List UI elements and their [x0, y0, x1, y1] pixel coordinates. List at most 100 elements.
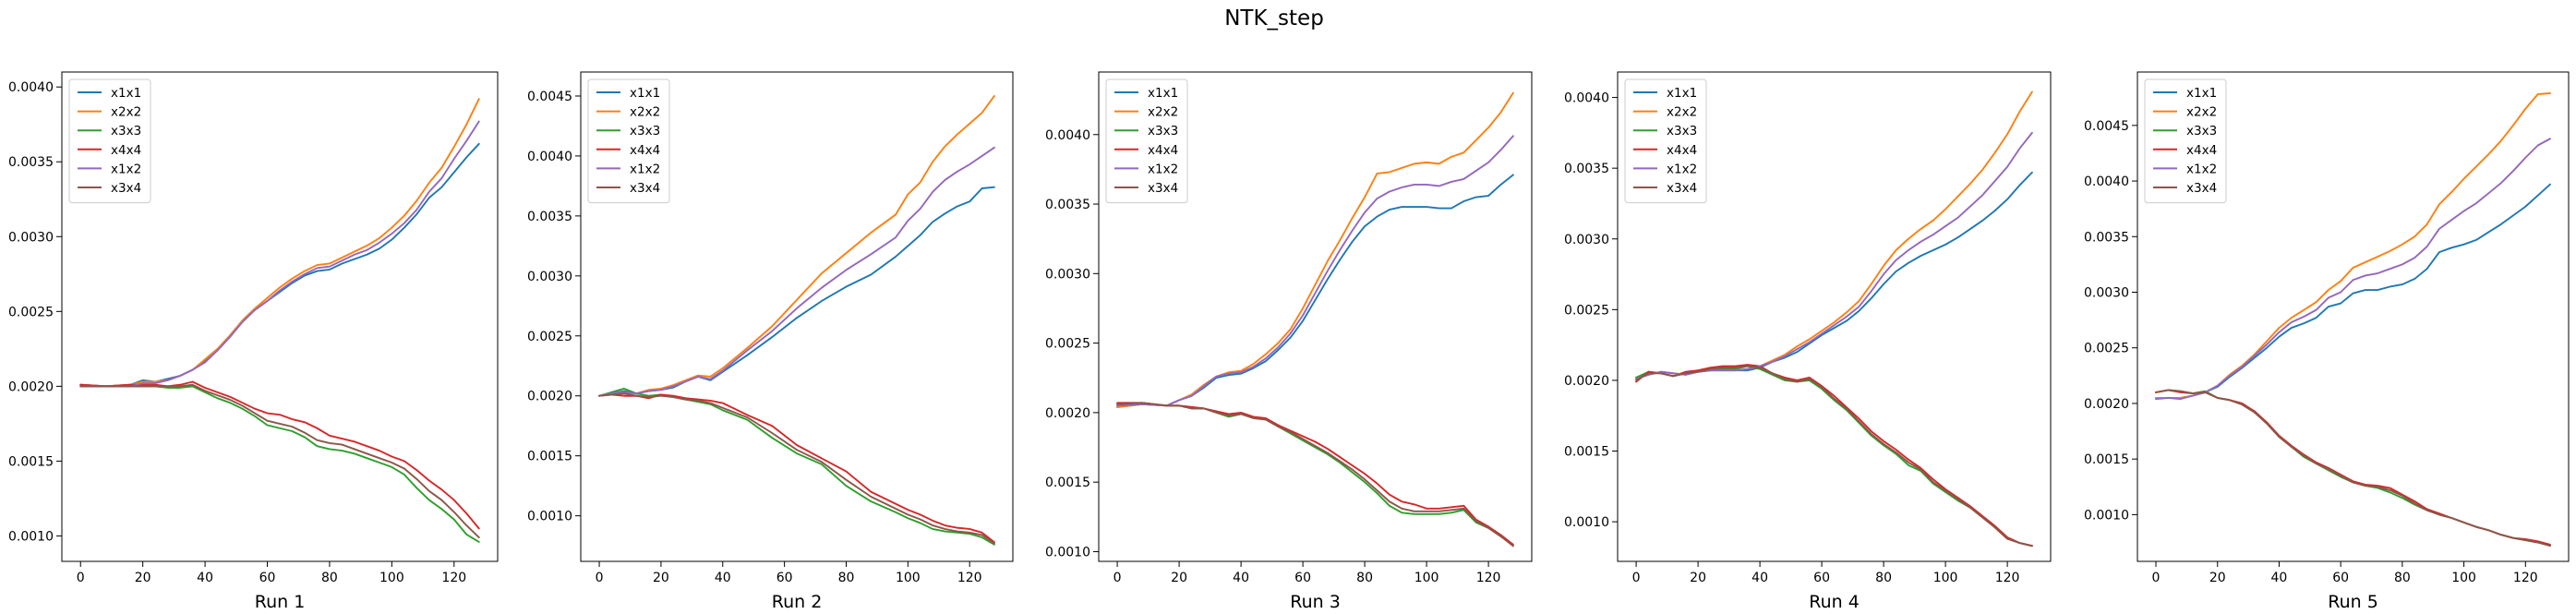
legend-label-x2x2: x2x2 [111, 105, 141, 120]
legend: x1x1 x2x2 x3x3 x4x4 x1x2 x3x4 [1105, 78, 1188, 204]
y-tick-label: 0.0020 [1564, 374, 1609, 389]
y-tick-label: 0.0035 [1045, 198, 1090, 212]
chart-panel-3: 0 20 40 60 80 100 120 0.0010 0.0015 0.0020 0.0025 0… [1045, 71, 1533, 612]
legend-label-x3x4: x3x4 [2186, 181, 2217, 196]
x-tick-label: 0 [1632, 571, 1641, 585]
legend-label-x1x2: x1x2 [1148, 162, 1178, 176]
x-tick-label: 60 [776, 571, 793, 585]
y-tick-label: 0.0030 [1564, 233, 1609, 247]
series-line-x3x3 [79, 385, 480, 543]
y-tick-label: 0.0035 [1564, 162, 1609, 176]
y-tick-label: 0.0015 [2084, 452, 2129, 467]
chart-panel-2: 0 20 40 60 80 100 120 0.0010 0.0015 0.0020 0.0025 0… [527, 71, 1014, 612]
x-tick-label: 100 [1414, 571, 1439, 585]
y-tick-label: 0.0015 [1045, 476, 1090, 490]
x-tick-label: 40 [715, 571, 731, 585]
series-lines [2155, 91, 2551, 548]
y-tick-label: 0.0025 [8, 305, 54, 319]
legend-label-x1x1: x1x1 [1148, 86, 1178, 101]
y-tick-label: 0.0020 [8, 379, 54, 394]
y-tick-label: 0.0010 [527, 510, 572, 524]
x-tick-label: 60 [1813, 571, 1830, 585]
legend: x1x1 x2x2 x3x3 x4x4 x1x2 x3x4 [1624, 78, 1707, 204]
x-tick-label: 20 [135, 571, 151, 585]
legend-label-x3x3: x3x3 [630, 124, 660, 138]
x-axis-label: Run 4 [1809, 592, 1860, 612]
y-tick-label: 0.0015 [527, 450, 572, 464]
y-tick-label: 0.0030 [527, 270, 572, 284]
legend-label-x1x2: x1x2 [630, 162, 660, 176]
legend-label-x3x3: x3x3 [1667, 124, 1697, 138]
series-line-x1x1 [79, 142, 480, 388]
legend-label-x1x1: x1x1 [2186, 86, 2217, 101]
legend-label-x1x1: x1x1 [111, 86, 141, 101]
y-tick-label: 0.0040 [1564, 91, 1609, 106]
legend-label-x4x4: x4x4 [111, 143, 141, 158]
x-tick-label: 20 [653, 571, 669, 585]
x-tick-label: 40 [2271, 571, 2288, 585]
y-tick-label: 0.0010 [2084, 508, 2129, 523]
y-tick-label: 0.0025 [527, 330, 572, 344]
chart-panel-5: 0 20 40 60 80 100 120 0.0010 0.0015 0.0020 0.0025 0… [2084, 71, 2570, 612]
axes-frame [2137, 71, 2570, 562]
series-lines [1635, 90, 2033, 548]
series-line-x1x1 [1116, 174, 1514, 408]
x-axis-label: Run 2 [772, 592, 823, 612]
series-line-x1x2 [79, 120, 480, 388]
x-tick-label: 100 [379, 571, 404, 585]
x-tick-label: 0 [1113, 571, 1122, 585]
y-tick-label: 0.0030 [8, 230, 54, 245]
series-line-x2x2 [1116, 91, 1514, 408]
x-tick-label: 40 [1751, 571, 1768, 585]
legend-label-x4x4: x4x4 [1148, 143, 1178, 158]
legend-label-x4x4: x4x4 [1667, 143, 1697, 158]
figure-title: NTK_step [1224, 6, 1324, 30]
y-tick-label: 0.0030 [1045, 267, 1090, 282]
series-lines [79, 98, 480, 543]
legend-label-x2x2: x2x2 [2186, 105, 2217, 120]
legend-label-x3x4: x3x4 [1148, 181, 1178, 196]
y-tick-label: 0.0035 [8, 155, 54, 170]
y-tick-label: 0.0040 [8, 80, 54, 95]
axes-frame [1617, 71, 2052, 562]
series-line-x3x4 [79, 383, 480, 539]
series-lines [598, 95, 995, 546]
x-tick-label: 120 [2513, 571, 2538, 585]
y-tick-label: 0.0020 [1045, 406, 1090, 421]
y-tick-label: 0.0035 [2084, 230, 2129, 245]
legend: x1x1 x2x2 x3x3 x4x4 x1x2 x3x4 [587, 78, 670, 204]
legend-label-x1x1: x1x1 [1667, 86, 1697, 101]
y-tick-label: 0.0010 [8, 529, 54, 544]
y-tick-label: 0.0020 [527, 390, 572, 404]
x-tick-label: 100 [2451, 571, 2476, 585]
legend-box [1105, 78, 1188, 204]
legend-label-x1x2: x1x2 [1667, 162, 1697, 176]
legend-label-x4x4: x4x4 [2186, 143, 2217, 158]
x-axis-label: Run 3 [1290, 592, 1341, 612]
x-tick-label: 20 [1690, 571, 1706, 585]
legend-label-x2x2: x2x2 [1148, 105, 1178, 120]
x-tick-label: 100 [1933, 571, 1958, 585]
y-tick-label: 0.0010 [1564, 515, 1609, 530]
x-tick-label: 80 [321, 571, 338, 585]
y-tick-label: 0.0015 [8, 454, 54, 469]
legend-label-x2x2: x2x2 [630, 105, 660, 120]
legend-label-x4x4: x4x4 [630, 143, 660, 158]
series-line-x2x2 [598, 95, 995, 397]
chart-panel-1: 0 20 40 60 80 100 120 0.0010 0.0015 0.0020 0.0025 0… [8, 71, 499, 612]
x-tick-label: 120 [441, 571, 466, 585]
legend-label-x1x1: x1x1 [630, 86, 660, 101]
series-line-x3x4 [2155, 389, 2551, 548]
legend-label-x1x2: x1x2 [111, 162, 141, 176]
chart-panel-4: 0 20 40 60 80 100 120 0.0010 0.0015 0.0020 0.0025 0… [1564, 71, 2052, 612]
legend-label-x3x3: x3x3 [2186, 124, 2217, 138]
x-tick-label: 100 [896, 571, 921, 585]
x-tick-label: 120 [1995, 571, 2020, 585]
y-tick-label: 0.0045 [527, 90, 572, 104]
y-tick-label: 0.0030 [2084, 286, 2129, 301]
legend: x1x1 x2x2 x3x3 x4x4 x1x2 x3x4 [68, 78, 151, 204]
axes-frame [61, 71, 499, 562]
legend-box [587, 78, 670, 204]
legend-label-x2x2: x2x2 [1667, 105, 1697, 120]
